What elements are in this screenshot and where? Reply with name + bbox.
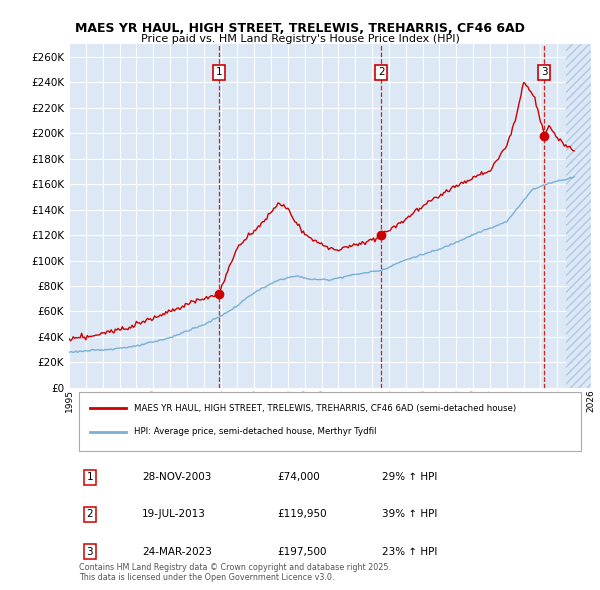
FancyBboxPatch shape xyxy=(79,392,581,451)
Text: 2: 2 xyxy=(86,509,93,519)
Text: 23% ↑ HPI: 23% ↑ HPI xyxy=(382,547,437,557)
Bar xyxy=(566,44,591,388)
Text: Price paid vs. HM Land Registry's House Price Index (HPI): Price paid vs. HM Land Registry's House … xyxy=(140,34,460,44)
Text: £197,500: £197,500 xyxy=(278,547,328,557)
Text: 29% ↑ HPI: 29% ↑ HPI xyxy=(382,472,437,482)
Text: HPI: Average price, semi-detached house, Merthyr Tydfil: HPI: Average price, semi-detached house,… xyxy=(134,428,377,437)
Text: MAES YR HAUL, HIGH STREET, TRELEWIS, TREHARRIS, CF46 6AD: MAES YR HAUL, HIGH STREET, TRELEWIS, TRE… xyxy=(75,22,525,35)
Text: £119,950: £119,950 xyxy=(278,509,328,519)
Text: 39% ↑ HPI: 39% ↑ HPI xyxy=(382,509,437,519)
Text: 1: 1 xyxy=(216,67,223,77)
Text: 24-MAR-2023: 24-MAR-2023 xyxy=(142,547,212,557)
Text: 28-NOV-2003: 28-NOV-2003 xyxy=(142,472,211,482)
Text: 1: 1 xyxy=(86,472,93,482)
Text: 19-JUL-2013: 19-JUL-2013 xyxy=(142,509,206,519)
Text: 3: 3 xyxy=(86,547,93,557)
Text: 2: 2 xyxy=(378,67,385,77)
Bar xyxy=(566,44,591,388)
Text: MAES YR HAUL, HIGH STREET, TRELEWIS, TREHARRIS, CF46 6AD (semi-detached house): MAES YR HAUL, HIGH STREET, TRELEWIS, TRE… xyxy=(134,404,517,413)
Text: £74,000: £74,000 xyxy=(278,472,320,482)
Text: Contains HM Land Registry data © Crown copyright and database right 2025.
This d: Contains HM Land Registry data © Crown c… xyxy=(79,563,391,582)
Text: 3: 3 xyxy=(541,67,548,77)
